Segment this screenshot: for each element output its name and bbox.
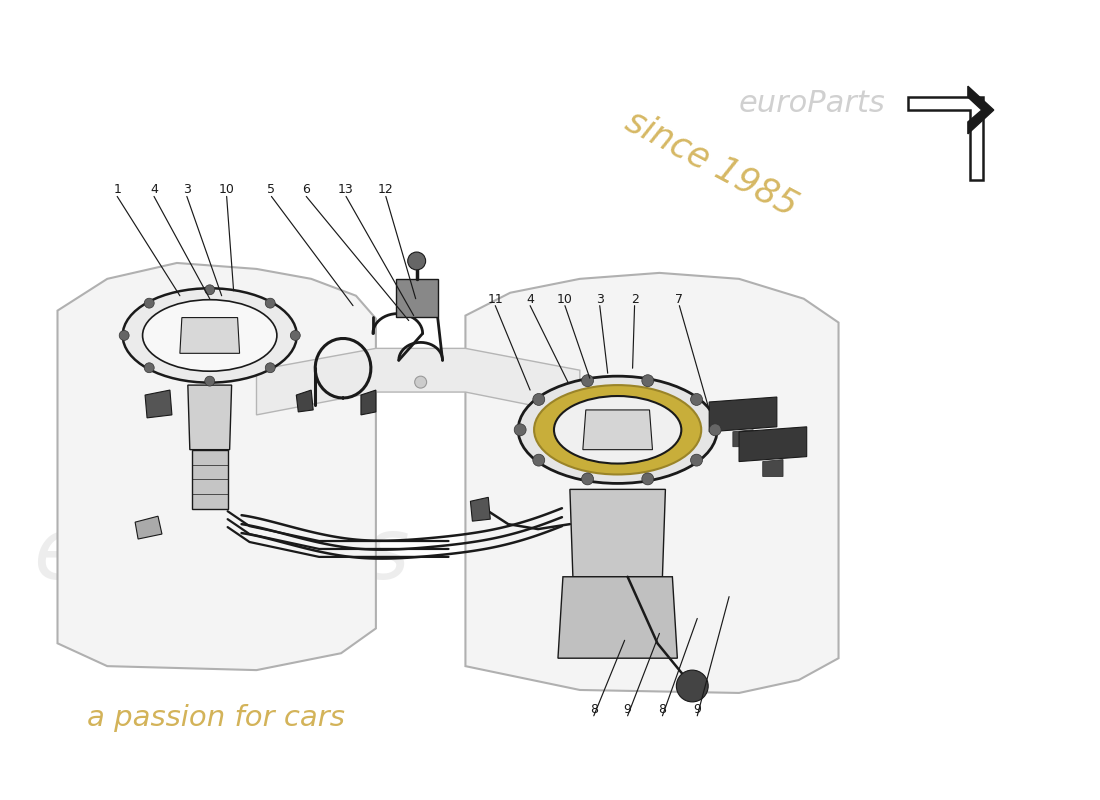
Ellipse shape: [123, 288, 297, 382]
Polygon shape: [465, 273, 838, 693]
Text: 4: 4: [150, 183, 158, 197]
Circle shape: [144, 298, 154, 308]
Text: 11: 11: [487, 293, 503, 306]
Text: 10: 10: [219, 183, 234, 197]
Circle shape: [144, 362, 154, 373]
Circle shape: [676, 670, 708, 702]
Text: euroParts: euroParts: [739, 89, 886, 118]
Text: 1: 1: [113, 183, 121, 197]
Polygon shape: [145, 390, 172, 418]
Circle shape: [514, 424, 526, 436]
Circle shape: [265, 298, 275, 308]
Text: 6: 6: [302, 183, 310, 197]
Circle shape: [205, 376, 214, 386]
Polygon shape: [471, 498, 491, 521]
Text: 4: 4: [526, 293, 534, 306]
Polygon shape: [180, 318, 240, 354]
Text: 9: 9: [624, 702, 631, 716]
Text: euro: euro: [33, 514, 229, 597]
Polygon shape: [739, 427, 806, 462]
Circle shape: [532, 454, 544, 466]
Polygon shape: [256, 348, 580, 415]
Circle shape: [119, 330, 129, 341]
Text: 10: 10: [557, 293, 573, 306]
Text: 2: 2: [630, 293, 638, 306]
Polygon shape: [583, 410, 652, 450]
Polygon shape: [762, 459, 783, 477]
Circle shape: [641, 473, 653, 485]
Text: 8: 8: [659, 702, 667, 716]
Text: 9: 9: [693, 702, 701, 716]
Polygon shape: [396, 279, 438, 317]
Circle shape: [710, 424, 722, 436]
Polygon shape: [558, 577, 678, 658]
Text: 13: 13: [338, 183, 354, 197]
Circle shape: [641, 374, 653, 386]
Circle shape: [265, 362, 275, 373]
Polygon shape: [361, 390, 376, 415]
Ellipse shape: [518, 376, 717, 483]
Polygon shape: [57, 263, 376, 670]
Polygon shape: [733, 430, 754, 446]
Polygon shape: [296, 390, 314, 412]
Circle shape: [205, 285, 214, 294]
Text: 8: 8: [590, 702, 597, 716]
Polygon shape: [135, 516, 162, 539]
Polygon shape: [710, 397, 777, 432]
Text: Parts: Parts: [191, 514, 410, 597]
Polygon shape: [191, 450, 228, 510]
Polygon shape: [909, 97, 982, 179]
Ellipse shape: [535, 385, 701, 474]
Text: 12: 12: [378, 183, 394, 197]
Text: since 1985: since 1985: [619, 104, 803, 223]
Text: 5: 5: [267, 183, 275, 197]
Circle shape: [691, 394, 703, 406]
Circle shape: [415, 376, 427, 388]
Text: 3: 3: [596, 293, 604, 306]
Circle shape: [532, 394, 544, 406]
Circle shape: [691, 454, 703, 466]
Ellipse shape: [554, 396, 681, 463]
Polygon shape: [570, 490, 666, 577]
Polygon shape: [968, 86, 993, 134]
Ellipse shape: [143, 300, 277, 371]
Text: a passion for cars: a passion for cars: [87, 704, 345, 732]
Circle shape: [408, 252, 426, 270]
Polygon shape: [188, 385, 232, 450]
Circle shape: [582, 473, 594, 485]
Text: 7: 7: [675, 293, 683, 306]
Text: 3: 3: [183, 183, 190, 197]
Circle shape: [290, 330, 300, 341]
Circle shape: [582, 374, 594, 386]
